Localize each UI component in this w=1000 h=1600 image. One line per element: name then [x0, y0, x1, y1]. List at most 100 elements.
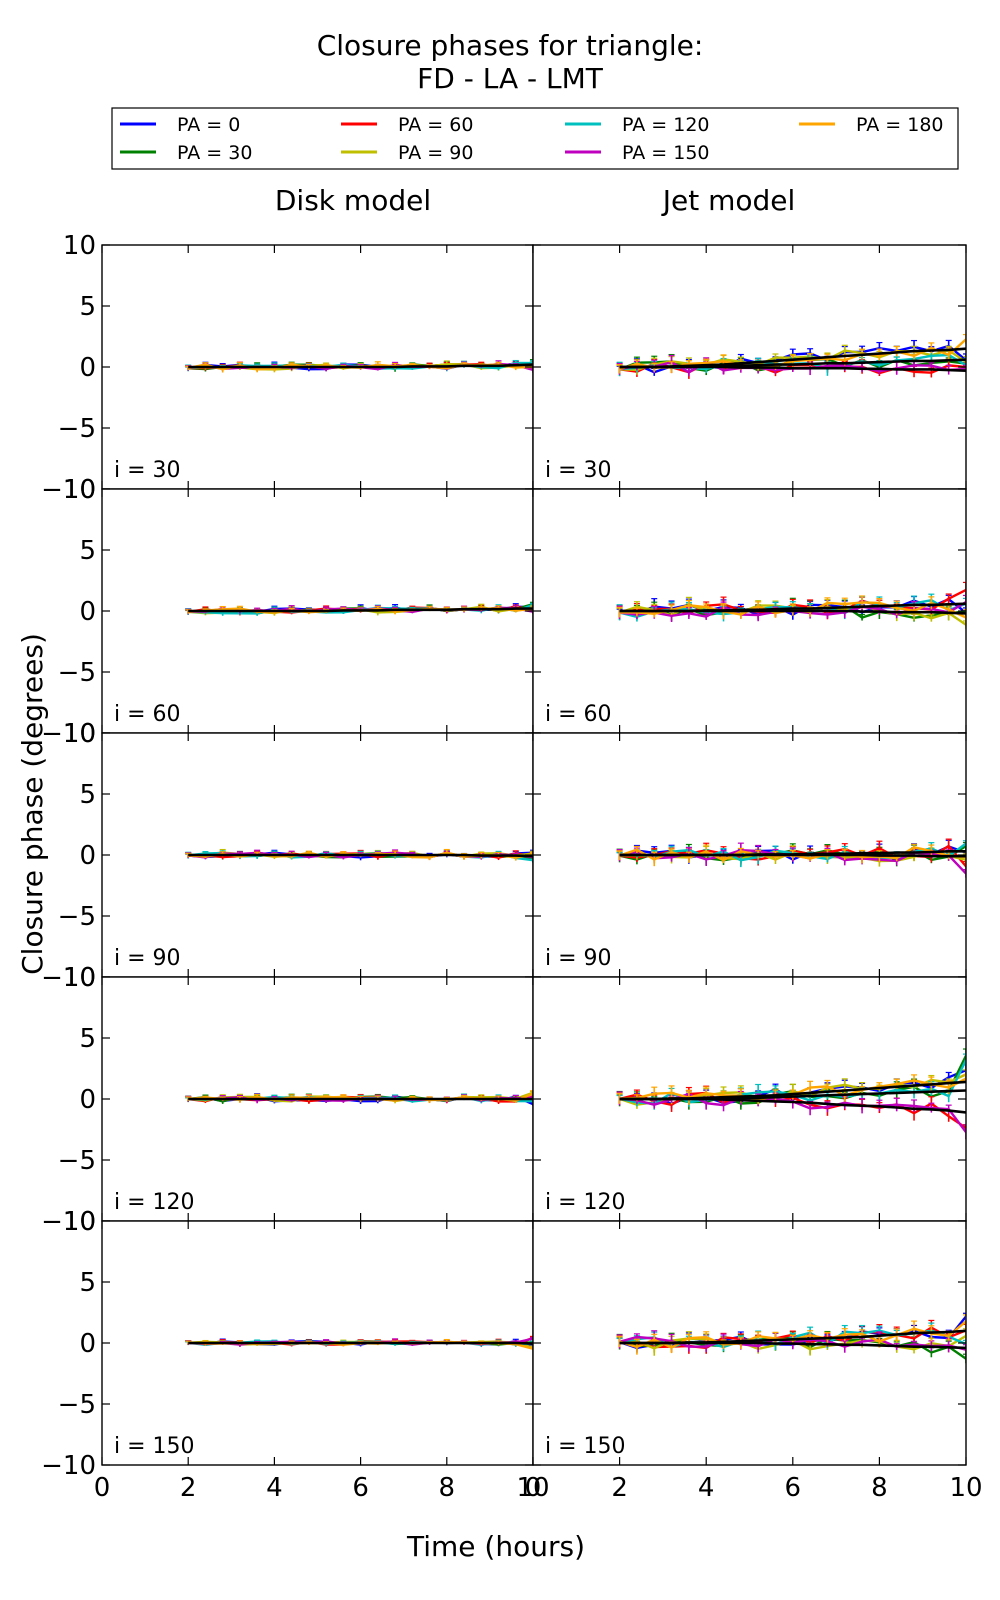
model-curve-2 — [619, 1341, 966, 1350]
y-tick-label: 0 — [79, 597, 96, 627]
y-tick-label: 0 — [79, 841, 96, 871]
panel-jet-model-i-120: i = 120 — [532, 976, 967, 1222]
legend-item-pa-150: PA = 150 — [565, 142, 710, 164]
column-title-jet: Jet model — [661, 184, 796, 217]
x-tick-label: 6 — [352, 1473, 369, 1503]
model-curve-2 — [619, 853, 966, 858]
y-tick-label: −5 — [58, 902, 96, 932]
ticks — [101, 244, 534, 490]
model-curve-1 — [188, 1341, 533, 1345]
model-curve-3 — [619, 365, 966, 372]
model-curve-2 — [619, 609, 966, 615]
inclination-label: i = 150 — [545, 1434, 626, 1459]
plot-area — [185, 1090, 533, 1106]
x-tick-label: 6 — [785, 1473, 802, 1503]
y-tick-label: 0 — [79, 1085, 96, 1115]
y-tick-label: 5 — [79, 1024, 96, 1054]
model-curve-1 — [188, 607, 533, 613]
panel-jet-model-i-90: i = 90 — [532, 732, 967, 978]
plot-area — [616, 1048, 966, 1140]
x-axis-label: Time (hours) — [406, 1530, 585, 1563]
figure-title-line-1: Closure phases for triangle: — [317, 29, 704, 62]
legend-item-pa-60: PA = 60 — [341, 114, 473, 136]
legend-item-pa-180: PA = 180 — [799, 114, 944, 136]
y-tick-label: −10 — [41, 719, 96, 749]
y-tick-label: 5 — [79, 780, 96, 810]
legend-label-pa-90: PA = 90 — [398, 142, 473, 164]
y-tick-label: 5 — [79, 536, 96, 566]
legend: PA = 0 PA = 30 PA = 60 PA = 90 PA = 120 PA = … — [111, 107, 959, 170]
inclination-label: i = 150 — [114, 1434, 195, 1459]
y-tick-label: 10 — [63, 963, 96, 993]
panel-disk-model-i-90: 10 5 0 −5 −10 i = 90 — [41, 719, 534, 993]
x-tick-label: 0 — [94, 1473, 111, 1503]
y-tick-label: −5 — [58, 658, 96, 688]
ticks — [532, 1220, 967, 1466]
panel-disk-model-i-60: 10 5 0 −5 −10 i = 60 — [41, 475, 534, 749]
ticks — [532, 488, 967, 734]
panel-jet-model-i-30: i = 30 — [532, 244, 967, 490]
panel-disk-model-i-30: 10 5 0 −5 −10 i = 30 — [41, 231, 534, 505]
legend-label-pa-30: PA = 30 — [177, 142, 252, 164]
y-tick-label: 10 — [63, 1207, 96, 1237]
x-tick-label: 4 — [266, 1473, 283, 1503]
legend-label-pa-0: PA = 0 — [177, 114, 240, 136]
model-curve-3 — [619, 1097, 966, 1114]
inclination-label: i = 120 — [545, 1190, 626, 1215]
legend-item-pa-90: PA = 90 — [341, 142, 473, 164]
inclination-label: i = 30 — [114, 458, 181, 483]
model-curve-1 — [188, 853, 533, 858]
legend-label-pa-60: PA = 60 — [398, 114, 473, 136]
ticks — [532, 732, 967, 978]
y-tick-label: −10 — [41, 1451, 96, 1481]
inclination-label: i = 90 — [545, 946, 612, 971]
y-tick-label: −10 — [41, 963, 96, 993]
y-tick-label: −5 — [58, 1146, 96, 1176]
plot-area — [616, 333, 966, 379]
y-tick-label: 0 — [79, 353, 96, 383]
plot-area — [616, 1312, 966, 1364]
inclination-label: i = 60 — [545, 702, 612, 727]
plot-area — [185, 1335, 533, 1351]
y-tick-label: −10 — [41, 1207, 96, 1237]
y-axis-label: Closure phase (degrees) — [16, 633, 49, 975]
legend-item-pa-120: PA = 120 — [565, 114, 710, 136]
inclination-label: i = 90 — [114, 946, 181, 971]
y-tick-label: 5 — [79, 292, 96, 322]
plot-area — [185, 848, 533, 863]
legend-item-pa-30: PA = 30 — [120, 142, 252, 164]
y-tick-label: 0 — [79, 1329, 96, 1359]
inclination-label: i = 60 — [114, 702, 181, 727]
y-tick-label: 10 — [63, 231, 96, 261]
x-tick-label: 2 — [611, 1473, 628, 1503]
y-tick-label: −5 — [58, 414, 96, 444]
x-tick-label: 0 — [525, 1473, 542, 1503]
legend-frame — [111, 107, 959, 170]
panel-jet-model-i-60: i = 60 — [532, 488, 967, 734]
panel-jet-model-i-150: 0 2 4 6 8 10 i = 150 — [525, 1220, 983, 1503]
legend-label-pa-120: PA = 120 — [622, 114, 710, 136]
inclination-label: i = 30 — [545, 458, 612, 483]
column-title-disk: Disk model — [275, 184, 431, 217]
figure-title-line-2: FD - LA - LMT — [417, 62, 604, 95]
y-tick-label: 10 — [63, 719, 96, 749]
y-tick-label: 5 — [79, 1268, 96, 1298]
panels-grid: 10 5 0 −5 −10 i = 30 i = 30 10 5 0 −5 −10 i = 60 i = … — [41, 231, 982, 1503]
plot-area — [616, 838, 966, 878]
inclination-label: i = 120 — [114, 1190, 195, 1215]
legend-item-pa-0: PA = 0 — [120, 114, 240, 136]
y-tick-label: −10 — [41, 475, 96, 505]
x-tick-label: 8 — [871, 1473, 888, 1503]
x-tick-label: 8 — [439, 1473, 456, 1503]
y-tick-label: −5 — [58, 1390, 96, 1420]
legend-label-pa-150: PA = 150 — [622, 142, 710, 164]
legend-items: PA = 0 PA = 30 PA = 60 PA = 90 PA = 120 PA = … — [120, 114, 944, 164]
model-curve-1 — [188, 363, 533, 369]
x-tick-label: 10 — [516, 1473, 549, 1503]
plot-area — [185, 359, 533, 373]
x-tick-label: 2 — [180, 1473, 197, 1503]
y-tick-label: 10 — [63, 475, 96, 505]
x-tick-label: 4 — [698, 1473, 715, 1503]
